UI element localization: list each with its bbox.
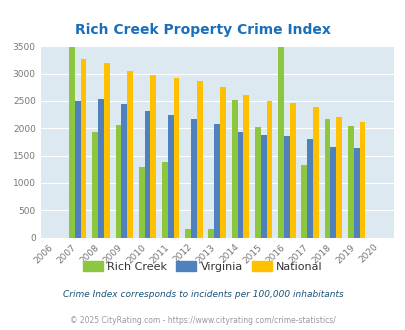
Bar [266, 101, 272, 238]
Text: Rich Creek Property Crime Index: Rich Creek Property Crime Index [75, 23, 330, 37]
Bar [104, 63, 109, 238]
Bar [237, 132, 243, 238]
Bar [115, 125, 121, 238]
Bar [277, 47, 284, 238]
Bar [98, 99, 104, 238]
Bar [254, 127, 260, 238]
Bar [144, 111, 150, 238]
Bar [162, 162, 167, 238]
Bar [307, 139, 312, 238]
Bar [127, 71, 133, 238]
Bar [284, 136, 289, 238]
Bar [75, 101, 81, 238]
Bar [69, 47, 75, 238]
Bar [330, 148, 335, 238]
Bar [167, 115, 173, 238]
Bar [196, 81, 202, 238]
Bar [312, 107, 318, 238]
Bar [335, 117, 341, 238]
Bar [92, 132, 98, 238]
Bar [243, 95, 249, 238]
Bar [214, 124, 220, 238]
Bar [301, 165, 307, 238]
Text: © 2025 CityRating.com - https://www.cityrating.com/crime-statistics/: © 2025 CityRating.com - https://www.city… [70, 316, 335, 325]
Bar [353, 148, 359, 238]
Bar [150, 75, 156, 238]
Bar [231, 100, 237, 238]
Bar [191, 119, 196, 238]
Bar [289, 103, 295, 238]
Text: Crime Index corresponds to incidents per 100,000 inhabitants: Crime Index corresponds to incidents per… [62, 290, 343, 299]
Bar [121, 104, 127, 238]
Bar [347, 126, 353, 238]
Bar [185, 229, 191, 238]
Bar [173, 78, 179, 238]
Bar [260, 135, 266, 238]
Bar [81, 59, 86, 238]
Bar [220, 87, 225, 238]
Bar [139, 167, 144, 238]
Bar [208, 229, 214, 238]
Bar [324, 119, 330, 238]
Bar [359, 122, 364, 238]
Legend: Rich Creek, Virginia, National: Rich Creek, Virginia, National [79, 256, 326, 276]
